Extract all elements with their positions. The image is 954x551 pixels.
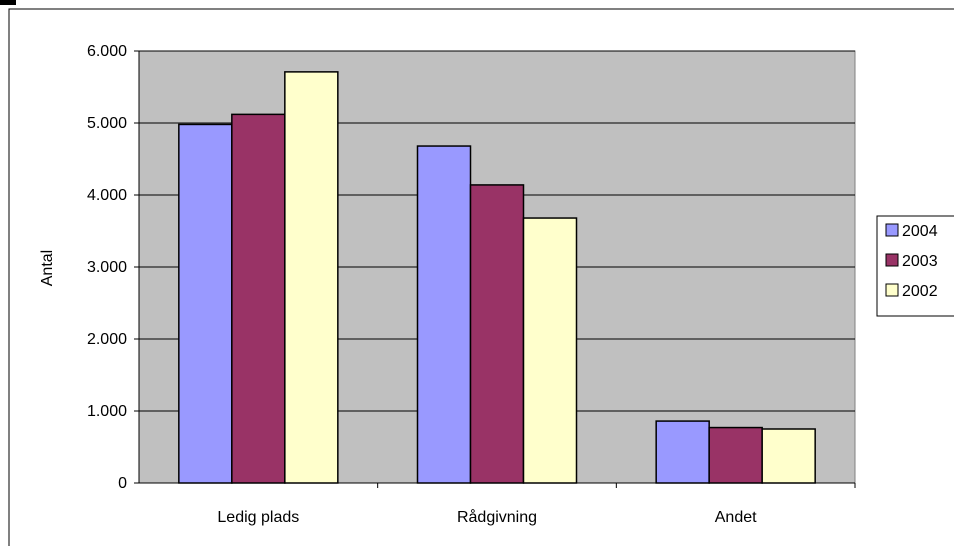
bar-2003-rådgivning (469, 184, 525, 484)
bars (178, 71, 816, 484)
top-left-marker (0, 0, 16, 5)
bar-2002-ledig-plads (284, 71, 339, 484)
x-tick-label: Ledig plads (217, 509, 299, 526)
y-tick-label: 3.000 (87, 259, 127, 276)
bar-2002-andet (761, 428, 816, 484)
legend-label: 2003 (902, 253, 938, 270)
y-axis-label: Antal (39, 250, 56, 286)
legend-swatch (885, 283, 899, 297)
x-tick-label: Rådgivning (457, 508, 537, 526)
legend-swatch (885, 253, 899, 267)
x-tick-label: Andet (715, 509, 757, 526)
y-tick-label: 1.000 (87, 403, 127, 420)
bar-2004-andet (655, 420, 710, 484)
y-tick-label: 4.000 (87, 187, 127, 204)
y-tick-label: 0 (118, 475, 127, 492)
y-tick-label: 5.000 (87, 115, 127, 132)
legend-label: 2002 (902, 283, 938, 300)
bar-2003-ledig-plads (231, 113, 286, 484)
y-tick-label: 6.000 (87, 43, 127, 60)
bar-2004-ledig-plads (178, 123, 233, 484)
bar-2004-rådgivning (416, 145, 472, 484)
bar-2003-andet (708, 426, 763, 484)
bar-2002-rådgivning (522, 217, 578, 484)
legend-swatch (885, 223, 899, 237)
y-tick-label: 2.000 (87, 331, 127, 348)
axes: 0 1.000 2.000 3.000 4.000 5.000 6.000 Ledig pla… (87, 43, 856, 526)
legend-label: 2004 (902, 223, 938, 240)
legend: 2004 2003 2002 (876, 215, 954, 317)
